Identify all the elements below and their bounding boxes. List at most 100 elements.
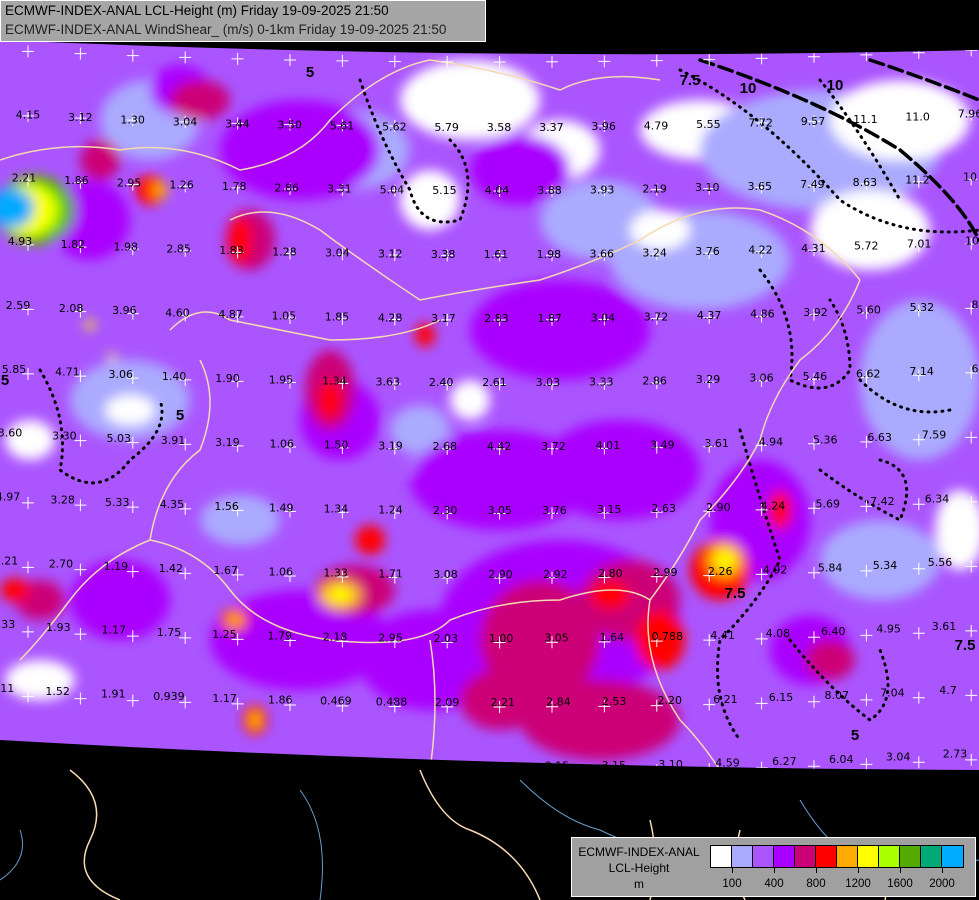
grid-cross <box>546 700 558 713</box>
legend-swatch <box>858 846 879 867</box>
grid-cross <box>284 763 296 770</box>
grid-cross <box>22 238 34 251</box>
grid-cross <box>284 505 296 518</box>
wind-shear-value: 5.62 <box>382 120 407 133</box>
wind-shear-value: 2.92 <box>543 568 568 581</box>
wind-shear-value: 4.60 <box>165 306 190 319</box>
wind-shear-value: 6 <box>972 362 979 375</box>
grid-cross <box>598 442 611 455</box>
grid-cross <box>336 312 349 325</box>
wind-shear-value: 2.90 <box>706 501 731 514</box>
grid-cross <box>74 370 87 383</box>
contour-label: 10 <box>740 80 757 97</box>
wind-shear-value: 3.12 <box>378 247 403 260</box>
wind-shear-value: 1.86 <box>268 693 293 706</box>
grid-cross <box>755 439 768 452</box>
grid-cross <box>179 438 192 451</box>
grid-cross <box>650 441 663 454</box>
grid-cross <box>912 304 925 317</box>
wind-shear-value: 6.63 <box>867 431 892 444</box>
grid-cross <box>179 502 192 515</box>
wind-shear-value: 8.07 <box>824 689 849 702</box>
grid-cross <box>284 376 296 389</box>
wind-shear-value: 4.94 <box>759 435 784 448</box>
grid-cross <box>965 173 978 186</box>
legend-swatch <box>921 846 942 867</box>
wind-shear-value: 4.35 <box>160 498 185 511</box>
wind-shear-value: 0.469 <box>320 695 352 708</box>
grid-cross <box>74 563 87 576</box>
grid-cross <box>493 507 506 520</box>
wind-shear-value: 1.49 <box>269 501 294 514</box>
grid-cross <box>703 311 716 324</box>
contour-label: 7.5 <box>725 585 746 602</box>
wind-shear-value: 3.60 <box>0 427 22 440</box>
lcl-area <box>520 680 680 760</box>
contour-label: 5 <box>1 372 9 389</box>
grid-cross <box>912 627 925 640</box>
wind-shear-value: 1.91 <box>101 688 126 701</box>
lcl-area <box>227 612 243 628</box>
grid-cross <box>912 369 925 382</box>
grid-cross <box>755 568 768 581</box>
wind-shear-value: 3.75 <box>147 754 172 767</box>
grid-cross <box>808 115 820 128</box>
grid-cross <box>74 176 87 189</box>
country-border <box>429 639 436 770</box>
grid-cross <box>650 377 663 390</box>
legend-model: ECMWF-INDEX-ANAL <box>578 845 700 859</box>
wind-shear-value: 1.44 <box>317 758 342 771</box>
grid-cross <box>703 376 716 389</box>
grid-cross <box>860 113 873 126</box>
wind-shear-value: 3.01 <box>33 748 58 761</box>
wind-shear-value: 3.28 <box>50 493 75 506</box>
wind-shear-value: 1.30 <box>120 114 145 127</box>
wind-shear-value: 10 <box>963 171 977 184</box>
grid-cross <box>126 178 139 191</box>
grid-cross <box>965 431 978 444</box>
grid-cross <box>336 377 349 390</box>
grid-cross <box>336 764 349 770</box>
wind-shear-value: 3.30 <box>52 429 77 442</box>
grid-cross <box>336 119 349 132</box>
grid-cross <box>860 371 873 384</box>
lcl-area <box>540 180 660 260</box>
lcl-area <box>355 525 385 555</box>
wind-shear-value: 3.33 <box>589 375 614 388</box>
wind-shear-value: 4.01 <box>596 439 621 452</box>
legend-colorbar <box>710 845 964 868</box>
wind-shear-value: 1.34 <box>322 375 347 388</box>
lcl-area <box>470 280 650 380</box>
wind-shear-value: 5.60 <box>856 304 881 317</box>
grid-cross <box>598 700 611 713</box>
wind-shear-value: 2.53 <box>602 695 627 708</box>
lcl-area <box>768 490 792 530</box>
wind-shear-value: 0.939 <box>153 690 185 703</box>
grid-cross <box>703 505 716 518</box>
grid-cross <box>179 696 192 709</box>
grid-cross <box>650 248 663 261</box>
grid-cross <box>860 435 873 448</box>
wind-shear-value: 5.72 <box>854 240 879 253</box>
grid-cross <box>336 54 349 67</box>
wind-shear-value: 7.72 <box>748 117 773 130</box>
wind-shear-value: 3.06 <box>749 372 774 385</box>
wind-shear-value: 3.04 <box>591 311 616 324</box>
grid-cross <box>703 569 716 582</box>
wind-shear-value: 4.59 <box>715 757 740 770</box>
grid-cross <box>965 560 978 573</box>
wind-shear-value: 3.24 <box>642 246 667 259</box>
wind-shear-value: 3.19 <box>215 436 240 449</box>
legend-tick-label: 2000 <box>929 878 955 890</box>
wind-shear-value: 5.33 <box>105 496 130 509</box>
country-border <box>169 311 441 341</box>
wind-shear-value: 1.98 <box>114 240 139 253</box>
grid-cross <box>546 120 558 133</box>
legend-parameter: LCL-Height <box>608 861 670 875</box>
grid-cross <box>965 237 978 250</box>
grid-cross <box>860 500 873 513</box>
wind-shear-value: 7.59 <box>922 429 947 442</box>
wind-shear-value: 2.84 <box>546 696 571 709</box>
grid-cross <box>546 378 558 391</box>
country-border <box>149 359 211 541</box>
